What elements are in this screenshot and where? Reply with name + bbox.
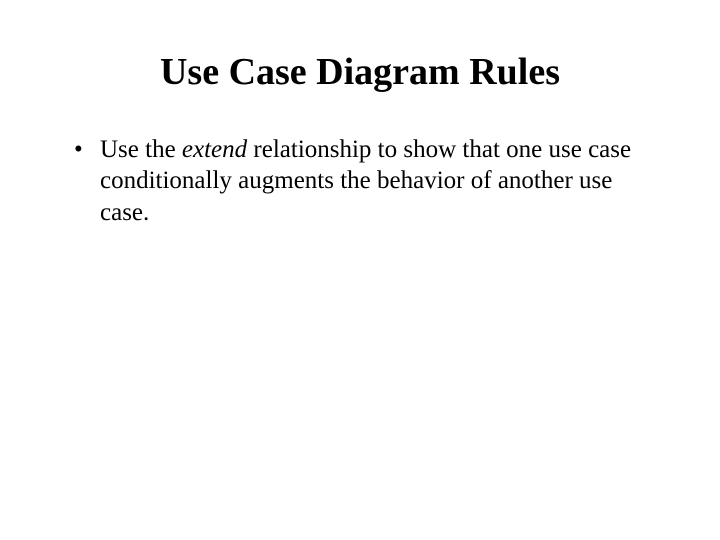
bullet-text-pre: Use the (100, 136, 182, 163)
bullet-text-italic: extend (182, 136, 247, 163)
slide-container: Use Case Diagram Rules Use the extend re… (0, 0, 720, 540)
bullet-item: Use the extend relationship to show that… (70, 134, 660, 228)
slide-title: Use Case Diagram Rules (60, 50, 660, 94)
bullet-list: Use the extend relationship to show that… (60, 134, 660, 228)
